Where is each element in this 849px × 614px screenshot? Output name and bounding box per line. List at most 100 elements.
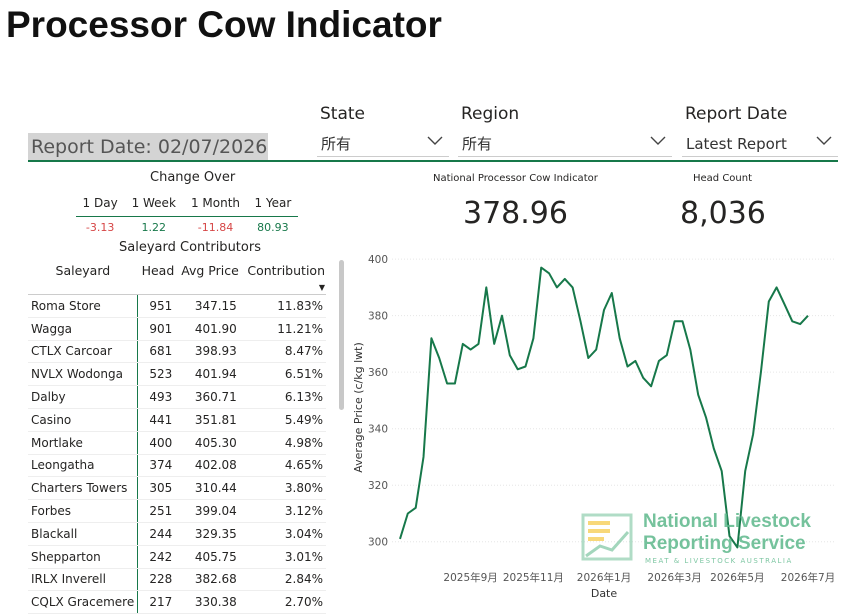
row: Leongatha 374 402.08 4.65% (28, 454, 326, 478)
cell: 3.80% (239, 476, 326, 501)
row: Shepparton 242 405.75 3.01% (28, 545, 326, 569)
cell: 398.93 (175, 340, 240, 364)
kpi-label: National Processor Cow Indicator (433, 173, 598, 184)
y-tick-label: 300 (368, 537, 388, 549)
cell: Casino (28, 408, 139, 432)
line (399, 266, 809, 549)
cell: 681 (137, 340, 176, 364)
cell: 11.21% (239, 317, 326, 341)
column-header: 1 Week (124, 190, 184, 217)
report-date-dropdown[interactable]: Latest Report (682, 130, 838, 157)
column-header: Saleyard (28, 262, 138, 295)
x-tick-label: 2026年5月 (710, 571, 764, 584)
cell: 399.04 (175, 499, 240, 523)
logo-subtext: MEAT & LIVESTOCK AUSTRALIA (645, 557, 793, 565)
cell: Shepparton (28, 545, 139, 569)
cell: 374 (137, 454, 176, 478)
column-header: Avg Price (175, 262, 240, 295)
cell: Blackall (28, 522, 139, 546)
dropdown-value: 所有 (462, 135, 493, 153)
chevron (650, 136, 666, 145)
cell: 251 (137, 499, 176, 523)
row: CTLX Carcoar 681 398.93 8.47% (28, 340, 326, 364)
cell: 217 (137, 590, 176, 614)
cell: CTLX Carcoar (28, 340, 139, 364)
region-dropdown[interactable]: 所有 (458, 130, 672, 157)
y-tick-label: 380 (368, 311, 388, 323)
row: Forbes 251 399.04 3.12% (28, 499, 326, 523)
cell: 305 (137, 476, 176, 501)
dropdown-value: Latest Report (686, 135, 787, 153)
change-table: 1 Day 1 Week 1 Month 1 Year -3.13 1.22 -11.84 8… (76, 190, 298, 239)
x-tick-label: 2026年7月 (781, 571, 835, 584)
row: NVLX Wodonga 523 401.94 6.51% (28, 362, 326, 387)
cell: 4.98% (239, 431, 326, 455)
cell: 360.71 (175, 385, 240, 409)
cell: Wagga (28, 317, 139, 341)
cell: 244 (137, 522, 176, 546)
change-over-title: Change Over (150, 170, 236, 185)
cell: 382.68 (175, 568, 240, 592)
y-tick-label: 400 (368, 254, 388, 266)
table-title: Saleyard Contributors (119, 240, 261, 255)
saleyard-table: Saleyard Head Avg Price Contribution ▼ Roma S… (28, 262, 326, 614)
cell: Mortlake (28, 431, 139, 455)
cell: 402.08 (175, 454, 240, 478)
cell: 228 (137, 568, 176, 592)
x-tick-label: 2026年1月 (577, 571, 631, 584)
row: IRLX Inverell 228 382.68 2.84% (28, 568, 326, 592)
cell: Forbes (28, 499, 139, 523)
row: Charters Towers 305 310.44 3.80% (28, 476, 326, 501)
cell: 6.51% (239, 362, 326, 387)
page-title: Processor Cow Indicator (6, 4, 442, 45)
filter-label: State (320, 104, 365, 124)
scrollbar[interactable] (339, 260, 344, 410)
chevron (816, 136, 832, 145)
cell: 2.70% (239, 590, 326, 614)
state-dropdown[interactable]: 所有 (317, 130, 449, 157)
cell: 330.38 (175, 590, 240, 614)
cell: 329.35 (175, 522, 240, 546)
cell: IRLX Inverell (28, 568, 139, 592)
row: Mortlake 400 405.30 4.98% (28, 431, 326, 455)
cell: Leongatha (28, 454, 139, 478)
cell: 901 (137, 317, 176, 341)
x-axis-title: Date (591, 587, 618, 600)
table-wrap: Saleyard Head Avg Price Contribution ▼ Roma S… (28, 262, 326, 614)
cell: Roma Store (28, 294, 139, 318)
row: 1 Day 1 Week 1 Month 1 Year (76, 190, 298, 217)
cell: 2.84% (239, 568, 326, 592)
cell: 400 (137, 431, 176, 455)
row: Blackall 244 329.35 3.04% (28, 522, 326, 546)
cell: 3.04% (239, 522, 326, 546)
cell: 523 (137, 362, 176, 387)
filter-label: Region (461, 104, 520, 124)
column-header: 1 Day (76, 190, 125, 217)
y-tick-label: 360 (368, 367, 388, 379)
cell: 351.81 (175, 408, 240, 432)
report-date: Report Date: 02/07/2026 (28, 133, 268, 160)
cell: 242 (137, 545, 176, 569)
cell: 3.01% (239, 545, 326, 569)
sort-icon: ▼ (318, 283, 325, 292)
column-header: 1 Month (183, 190, 248, 217)
row: Casino 441 351.81 5.49% (28, 408, 326, 432)
row: -3.13 1.22 -11.84 80.93 (76, 217, 298, 239)
cell: 8.47% (239, 340, 326, 364)
y-tick-label: 340 (368, 424, 388, 436)
cell: NVLX Wodonga (28, 362, 139, 387)
cell: Charters Towers (28, 476, 139, 501)
kpi-value: 8,036 (680, 196, 766, 231)
cell: 401.90 (175, 317, 240, 341)
column-header: Head (137, 262, 176, 295)
change-value: -11.84 (197, 221, 234, 235)
change-value: -3.13 (85, 221, 115, 235)
chevron (427, 136, 443, 145)
column-header: 1 Year (247, 190, 298, 217)
cell: 405.75 (175, 545, 240, 569)
kpi-value: 378.96 (463, 196, 568, 231)
filter-label: Report Date (685, 104, 788, 124)
cell: 6.13% (239, 385, 326, 409)
chart: 300 320 340 360 380 400 2025年9月 2025年11月 2026年1月… (352, 254, 836, 600)
